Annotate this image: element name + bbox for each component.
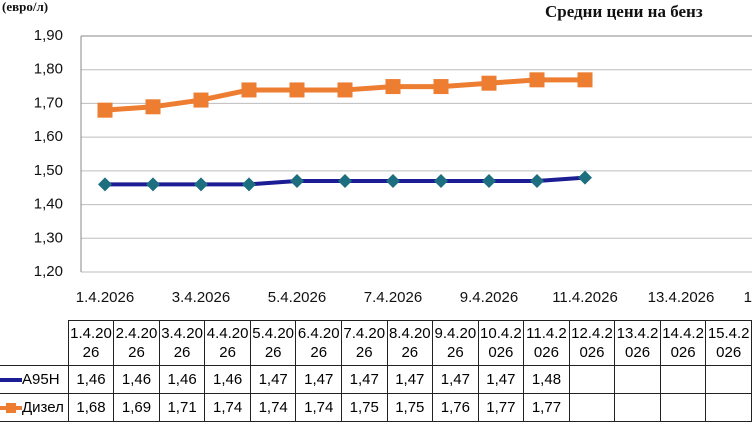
- marker: [242, 177, 256, 192]
- marker: [385, 79, 401, 95]
- table-header-cell: 13.4.2026: [614, 320, 661, 366]
- table-cell: 1,46: [67, 365, 115, 394]
- y-tick-label: 1,50: [34, 162, 63, 179]
- x-tick-label: 13.4.2026: [648, 289, 715, 306]
- x-tick-label: 11.4.2026: [552, 289, 618, 306]
- table-cell: [659, 365, 707, 394]
- legend-cell: Дизел: [0, 393, 69, 422]
- marker: [577, 72, 593, 88]
- table-header-cell: 8.4.2026: [386, 320, 434, 366]
- table-header-cell: 14.4.2026: [659, 320, 707, 366]
- legend-label: A95H: [22, 371, 60, 388]
- table-cell: [568, 393, 616, 422]
- table-cell: 1,77: [523, 393, 570, 422]
- legend-cell: A95H: [0, 365, 69, 394]
- table-cell: 1,46: [204, 365, 251, 394]
- marker: [98, 177, 112, 192]
- legend-label: Дизел: [22, 399, 64, 416]
- table-cell: [705, 393, 752, 422]
- table-header-cell: 15.4.2026: [705, 320, 752, 366]
- table-cell: [614, 393, 661, 422]
- marker: [290, 173, 304, 188]
- x-tick-label: 9.4.2026: [460, 289, 518, 306]
- table-cell: 1,71: [158, 393, 206, 422]
- marker: [193, 92, 209, 108]
- table-cell: 1,47: [249, 365, 297, 394]
- table-row: A95H 1,46 1,46 1,46 1,46 1,47 1,47 1,47 1,47 1,47…: [0, 365, 752, 394]
- y-tick-label: 1,80: [34, 61, 63, 78]
- table-cell: 1,47: [386, 365, 434, 394]
- table-cell: [614, 365, 661, 394]
- y-tick-label: 1,20: [34, 263, 63, 280]
- table-header-cell: 12.4.2026: [568, 320, 616, 366]
- table-cell: 1,68: [67, 393, 115, 422]
- table-cell: 1,47: [340, 365, 388, 394]
- legend-symbol: [0, 378, 22, 383]
- table-row: Дизел 1,68 1,69 1,71 1,74 1,74 1,74 1,75 1,75 1,7…: [0, 393, 752, 422]
- marker: [338, 173, 352, 188]
- data-table: 1.4.2026 2.4.2026 3.4.2026 4.4.2026 5.4.2026…: [0, 320, 752, 422]
- marker: [194, 177, 208, 192]
- y-tick-label: 1,60: [34, 128, 63, 145]
- table-cell: 1,74: [295, 393, 342, 422]
- marker: [433, 79, 449, 95]
- marker: [241, 82, 257, 98]
- table-cell: 1,46: [158, 365, 206, 394]
- marker: [386, 173, 400, 188]
- marker: [97, 102, 113, 118]
- table-header-cell: 11.4.2026: [523, 320, 570, 366]
- table-corner: [0, 320, 69, 366]
- table-header-cell: 10.4.2026: [477, 320, 525, 366]
- table-cell: 1,76: [432, 393, 479, 422]
- table-cell: 1,75: [340, 393, 388, 422]
- x-tick-label: 1.4.2026: [76, 289, 134, 306]
- table-cell: [659, 393, 707, 422]
- table-header-cell: 5.4.2026: [249, 320, 297, 366]
- table-cell: 1,46: [113, 365, 160, 394]
- table-cell: [705, 365, 752, 394]
- y-tick-label: 1,70: [34, 94, 63, 111]
- table-header-cell: 4.4.2026: [204, 320, 251, 366]
- table-header-cell: 6.4.2026: [295, 320, 342, 366]
- table-header-cell: 3.4.2026: [158, 320, 206, 366]
- marker: [578, 170, 592, 185]
- table-cell: 1,47: [295, 365, 342, 394]
- table-header-cell: 7.4.2026: [340, 320, 388, 366]
- table-header-cell: 1.4.2026: [67, 320, 115, 366]
- table-header-cell: 2.4.2026: [113, 320, 160, 366]
- table-cell: 1,75: [386, 393, 434, 422]
- x-tick-label: 5.4.2026: [268, 289, 326, 306]
- marker: [481, 75, 497, 91]
- chart: Средни цени на бенз (евро/л) 1,20 1,30 1,4…: [2, 0, 752, 306]
- y-tick-label: 1,30: [34, 229, 63, 246]
- table-cell: 1,47: [432, 365, 479, 394]
- table-cell: 1,47: [477, 365, 525, 394]
- marker: [530, 173, 544, 188]
- table-cell: 1,48: [523, 365, 570, 394]
- marker: [146, 177, 160, 192]
- x-tick-label: 15.4.2026: [744, 289, 752, 306]
- legend-symbol: [0, 403, 22, 414]
- marker: [529, 72, 545, 88]
- table-header-cell: 9.4.2026: [432, 320, 479, 366]
- y-tick-label: 1,40: [34, 196, 63, 213]
- y-tick-label: 1,90: [34, 27, 63, 44]
- chart-title: Средни цени на бенз: [545, 2, 703, 21]
- table-cell: 1,69: [113, 393, 160, 422]
- y-axis-label: (евро/л): [2, 0, 48, 14]
- x-tick-label: 7.4.2026: [364, 289, 422, 306]
- table-header-row: 1.4.2026 2.4.2026 3.4.2026 4.4.2026 5.4.2026…: [0, 320, 752, 366]
- marker: [482, 173, 496, 188]
- table-cell: 1,77: [477, 393, 525, 422]
- table-cell: 1,74: [249, 393, 297, 422]
- marker: [289, 82, 305, 98]
- table-cell: [568, 365, 616, 394]
- x-tick-label: 3.4.2026: [172, 289, 230, 306]
- marker: [145, 99, 161, 115]
- marker: [434, 173, 448, 188]
- table-cell: 1,74: [204, 393, 251, 422]
- marker: [337, 82, 353, 98]
